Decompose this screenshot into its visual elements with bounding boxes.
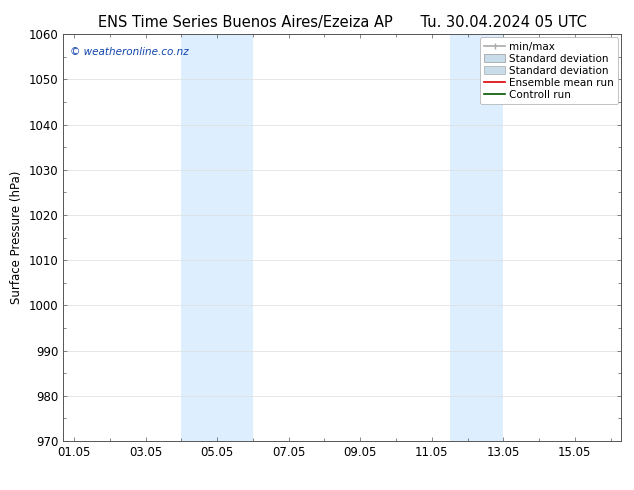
Title: ENS Time Series Buenos Aires/Ezeiza AP      Tu. 30.04.2024 05 UTC: ENS Time Series Buenos Aires/Ezeiza AP T… (98, 15, 587, 30)
Y-axis label: Surface Pressure (hPa): Surface Pressure (hPa) (10, 171, 23, 304)
Legend: min/max, Standard deviation, Standard deviation, Ensemble mean run, Controll run: min/max, Standard deviation, Standard de… (480, 37, 618, 104)
Bar (450, 34, 503, 441)
Bar (181, 34, 253, 441)
Text: © weatheronline.co.nz: © weatheronline.co.nz (70, 47, 189, 56)
